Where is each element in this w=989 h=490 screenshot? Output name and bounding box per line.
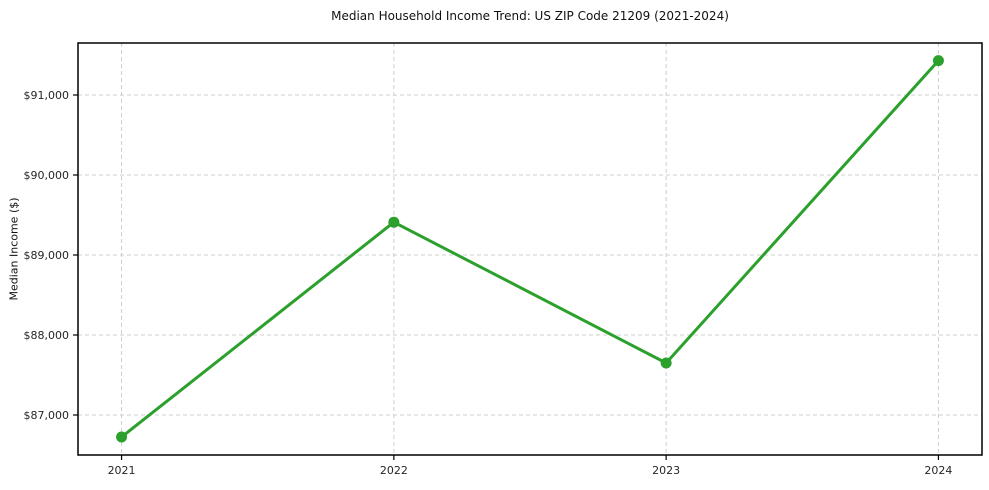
data-point: [932, 55, 944, 67]
data-point: [660, 357, 672, 369]
y-tick-label: $89,000: [24, 249, 70, 262]
x-tick-label: 2023: [652, 464, 680, 477]
plot-border: [77, 42, 983, 456]
data-point: [116, 431, 128, 443]
x-tick-label: 2024: [924, 464, 952, 477]
data-point: [388, 216, 400, 228]
y-tick-label: $88,000: [24, 329, 70, 342]
series-line: [120, 59, 940, 439]
y-tick-label: $91,000: [24, 89, 70, 102]
chart-title: Median Household Income Trend: US ZIP Co…: [331, 9, 729, 23]
y-tick-label: $90,000: [24, 169, 70, 182]
x-tick-label: 2021: [108, 464, 136, 477]
y-tick-label: $87,000: [24, 409, 70, 422]
x-tick-label: 2022: [380, 464, 408, 477]
